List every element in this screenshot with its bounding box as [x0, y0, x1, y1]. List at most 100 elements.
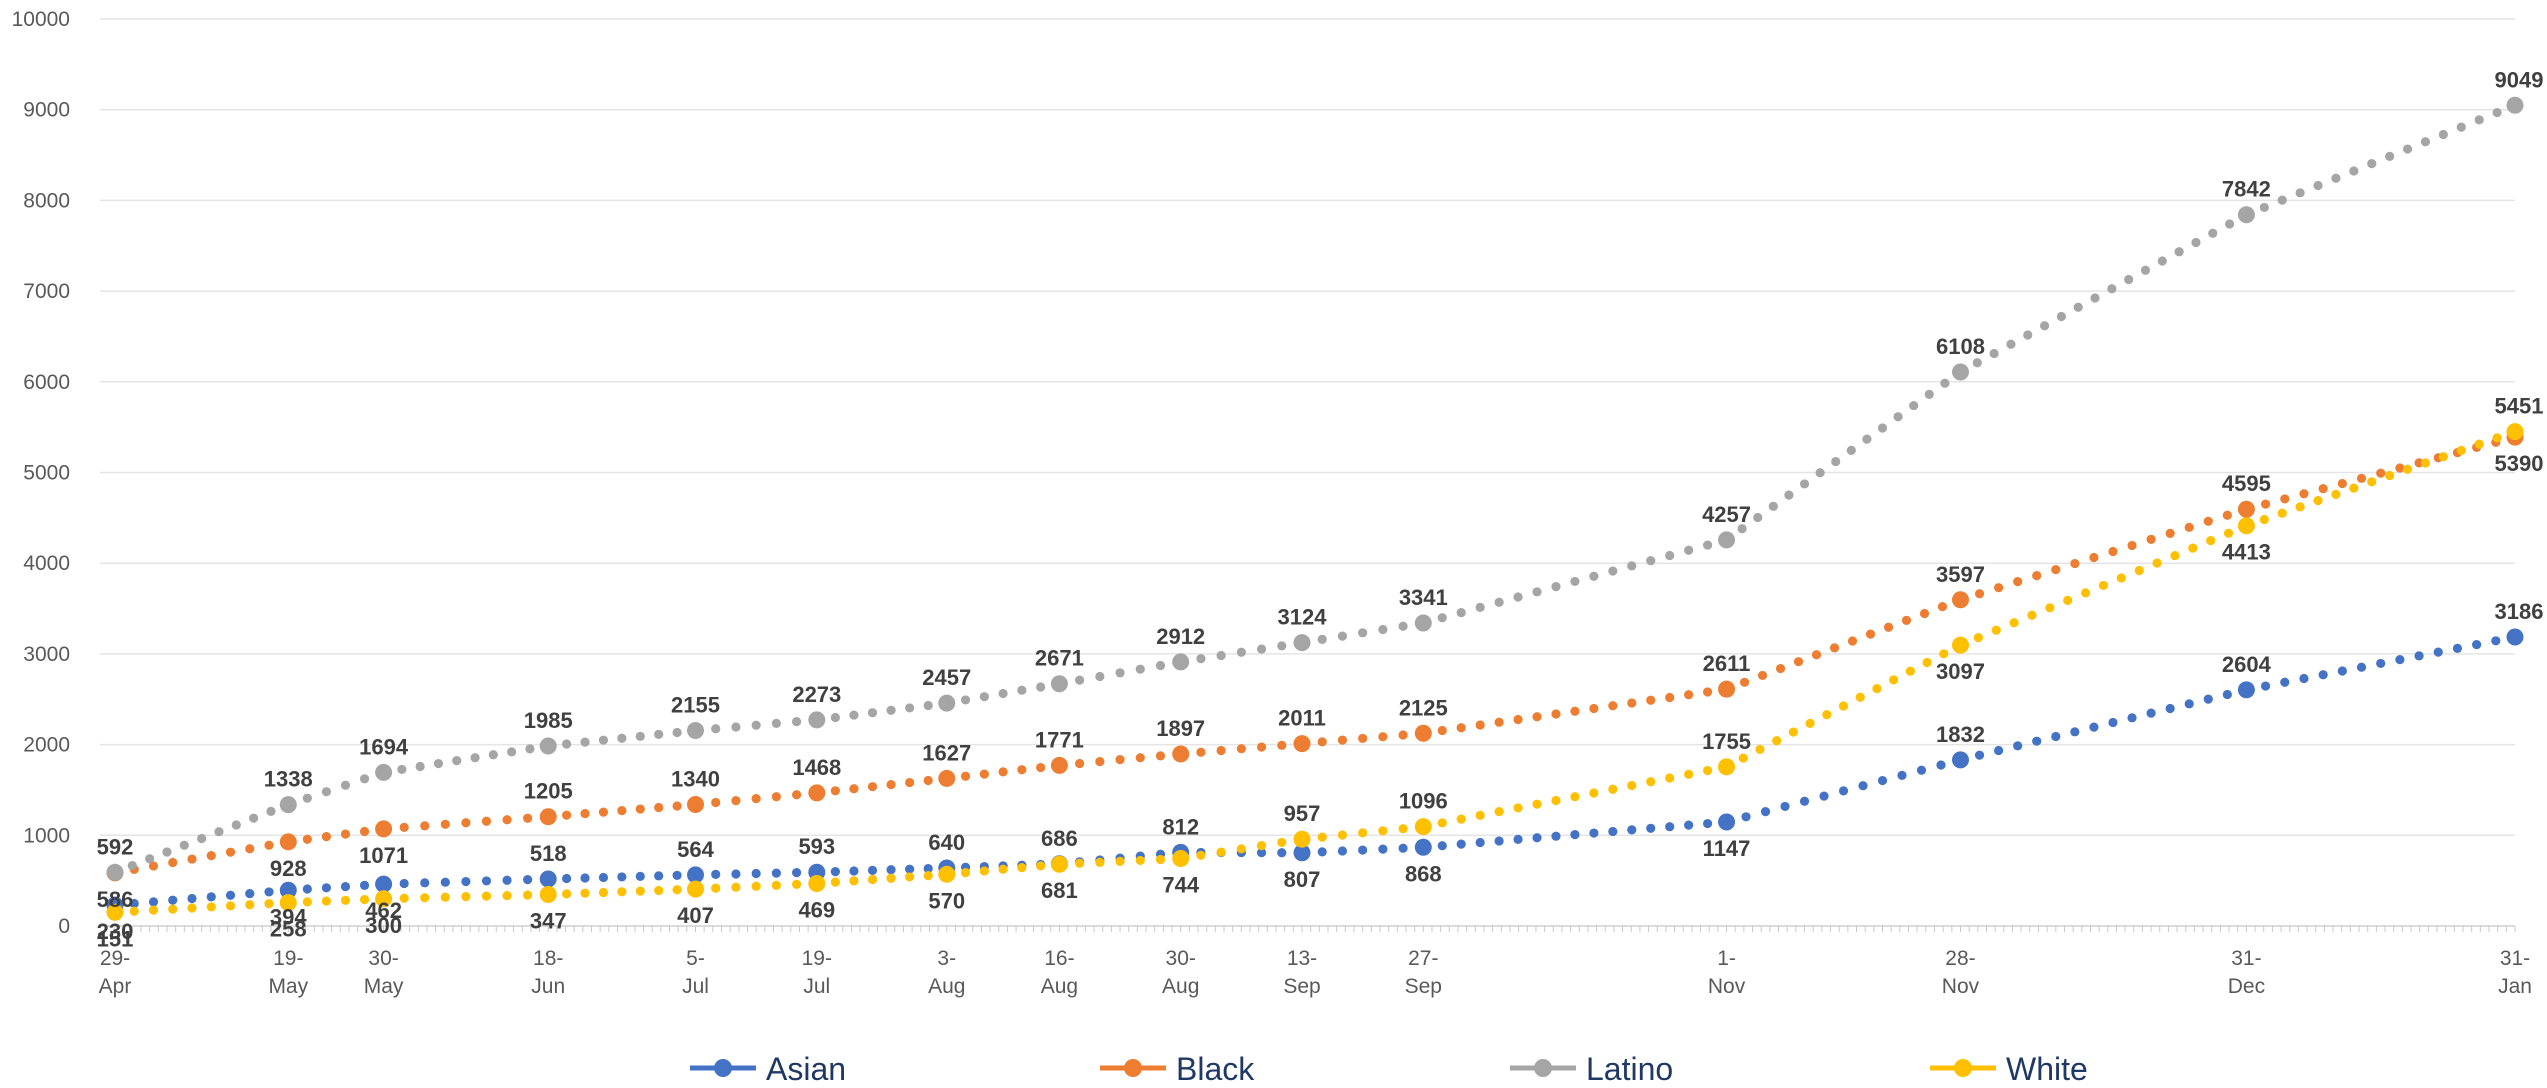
- line-dot: [771, 792, 781, 802]
- line-dot: [654, 871, 664, 881]
- data-point: [1951, 751, 1969, 769]
- data-label: 868: [1405, 861, 1442, 886]
- line-dot: [1475, 720, 1485, 730]
- data-point: [1414, 614, 1432, 632]
- line-dot: [2223, 528, 2234, 538]
- line-dot: [979, 769, 989, 779]
- legend-item-asian[interactable]: Asian: [690, 1051, 846, 1087]
- data-label: 407: [677, 903, 714, 928]
- y-tick-label: 2000: [23, 734, 70, 757]
- line-dot: [2438, 129, 2448, 140]
- line-dot: [1513, 592, 1523, 602]
- line-dot: [2299, 673, 2309, 684]
- line-dot: [1570, 576, 1580, 587]
- line-dot: [1905, 666, 1915, 676]
- line-dot: [562, 873, 572, 884]
- line-dot: [1780, 801, 1790, 812]
- data-label: 807: [1284, 867, 1321, 892]
- legend-item-white[interactable]: White: [1930, 1051, 2088, 1087]
- line-dot: [1909, 400, 1919, 411]
- line-dot: [598, 872, 609, 883]
- line-dot: [1317, 847, 1327, 857]
- line-dot: [1665, 692, 1675, 703]
- line-dot: [1972, 358, 1982, 368]
- line-dot: [1939, 649, 1949, 659]
- line-dot: [1236, 844, 1246, 854]
- line-dot: [2295, 188, 2305, 198]
- line-dot: [1551, 831, 1561, 841]
- line-dot: [1017, 765, 1027, 775]
- line-dot: [2116, 573, 2126, 583]
- line-dot: [179, 840, 189, 850]
- data-label: 300: [365, 913, 402, 938]
- legend-item-black[interactable]: Black: [1100, 1051, 1255, 1087]
- data-label: 2912: [1156, 624, 1205, 649]
- line-dot: [771, 880, 781, 890]
- line-dot: [1155, 854, 1166, 865]
- line-dot: [830, 712, 840, 723]
- line-dot: [1772, 736, 1782, 746]
- line-dot: [580, 737, 590, 747]
- data-label: 9049: [2495, 67, 2544, 92]
- line-dot: [1196, 654, 1206, 664]
- line-dot: [1475, 810, 1485, 820]
- line-dot: [129, 906, 139, 916]
- data-point: [1414, 724, 1432, 742]
- line-dot: [1115, 668, 1125, 678]
- line-dot: [1684, 545, 1694, 555]
- data-label: 812: [1162, 814, 1199, 839]
- data-label: 2671: [1035, 646, 1084, 671]
- line-dot: [264, 887, 274, 897]
- line-dot: [830, 786, 840, 796]
- line-dot: [1337, 631, 1348, 641]
- data-label: 3341: [1399, 585, 1448, 610]
- line-dot: [461, 876, 471, 887]
- x-tick-label: 27-Sep: [1405, 947, 1442, 998]
- line-dot: [1838, 701, 1849, 711]
- line-dot: [2107, 284, 2117, 294]
- line-dot: [1378, 844, 1388, 854]
- line-dot: [1494, 597, 1504, 607]
- line-dot: [187, 854, 197, 864]
- line-dot: [2414, 651, 2424, 661]
- line-dot: [905, 703, 915, 713]
- line-dot: [1437, 818, 1447, 828]
- line-dot: [127, 860, 137, 871]
- line-dot: [654, 885, 664, 896]
- line-dot: [321, 832, 332, 842]
- line-dot: [1702, 765, 1713, 776]
- line-dot: [867, 865, 878, 875]
- data-label: 681: [1041, 878, 1078, 903]
- line-dot: [1570, 792, 1580, 802]
- legend-item-latino[interactable]: Latino: [1510, 1051, 1673, 1087]
- line-dot: [2191, 237, 2201, 248]
- line-dot: [2318, 484, 2328, 494]
- line-dot: [1829, 643, 1840, 653]
- line-dot: [1753, 512, 1763, 523]
- line-dot: [2356, 662, 2367, 672]
- line-dot: [1317, 832, 1327, 842]
- line-dot: [1277, 837, 1287, 848]
- line-dot: [2492, 433, 2502, 443]
- line-dot: [1784, 490, 1794, 500]
- data-label: 744: [1162, 873, 1199, 898]
- data-point: [1718, 813, 1736, 831]
- data-point: [375, 763, 393, 781]
- data-point: [1050, 855, 1068, 873]
- legend[interactable]: Asian Black Latino White: [690, 1051, 2088, 1087]
- line-dot: [2492, 107, 2502, 118]
- line-dot: [867, 874, 878, 885]
- line-dot: [731, 722, 741, 732]
- x-tick-label: 28-Nov: [1942, 947, 1980, 998]
- line-dot: [2051, 731, 2061, 742]
- line-dot: [1337, 735, 1348, 745]
- line-dot: [1788, 727, 1798, 737]
- line-dot: [1608, 784, 1618, 794]
- line-dot: [502, 890, 512, 901]
- line-dot: [2056, 311, 2067, 322]
- line-dot: [1437, 613, 1447, 623]
- data-label: 1468: [792, 755, 841, 780]
- data-label: 5451: [2495, 394, 2544, 419]
- line-dot: [711, 883, 721, 893]
- data-point: [1172, 745, 1190, 763]
